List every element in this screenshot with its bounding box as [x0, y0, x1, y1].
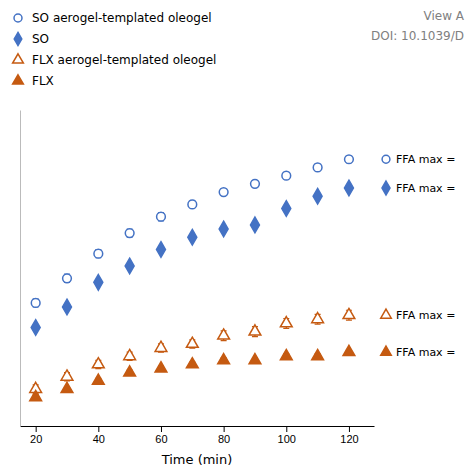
series	[31, 155, 353, 307]
x-tick-mark	[161, 426, 162, 432]
point	[155, 341, 167, 351]
x-axis-title: Time (min)	[161, 452, 233, 467]
annotation-marker	[382, 155, 390, 163]
point	[31, 320, 40, 336]
annotation: FFA max =	[396, 153, 455, 166]
point	[94, 275, 103, 291]
point	[124, 349, 136, 359]
legend-label: SO aerogel-templated oleogel	[32, 11, 212, 25]
point	[188, 200, 197, 209]
x-tick-label: 100	[278, 433, 296, 445]
legend-marker	[14, 32, 22, 45]
x-axis-line	[21, 426, 375, 427]
point	[343, 308, 355, 318]
point	[31, 299, 40, 308]
point	[188, 229, 197, 245]
annotation: FFA max =	[396, 182, 455, 195]
point	[124, 366, 136, 376]
x-tick-mark	[349, 426, 350, 432]
point	[156, 242, 165, 258]
annotation: View A	[424, 9, 465, 23]
point	[61, 382, 73, 392]
series-annotations: FFA max = FFA max = FFA max = FFA max =	[381, 153, 456, 359]
point	[219, 221, 228, 237]
point	[94, 249, 103, 258]
point	[186, 358, 198, 368]
point	[157, 212, 166, 221]
point	[61, 370, 73, 380]
point	[282, 171, 291, 180]
x-tick-label: 120	[340, 433, 358, 445]
y-axis-line	[20, 111, 21, 427]
point	[186, 337, 198, 347]
legend-marker	[14, 14, 22, 22]
point	[249, 325, 261, 335]
annotation: FFA max =	[396, 309, 455, 322]
point	[280, 317, 292, 327]
x-tick-mark	[224, 426, 225, 432]
annotation-marker	[381, 309, 392, 318]
x-tick-label: 20	[30, 433, 42, 445]
annotation-marker	[382, 181, 390, 195]
marks	[30, 155, 355, 401]
legend: SO aerogel-templated oleogel SO FLX aeroge…	[13, 11, 217, 88]
x-tick: 80	[218, 426, 230, 445]
series	[30, 308, 355, 393]
point	[280, 349, 292, 359]
point	[250, 217, 259, 233]
point	[30, 390, 42, 400]
point	[218, 354, 230, 364]
point	[92, 374, 104, 384]
annotation: DOI: 10.1039/D	[371, 29, 464, 43]
legend-label: FLX	[32, 74, 54, 88]
point	[313, 163, 322, 172]
annotations: View A DOI: 10.1039/D	[371, 9, 465, 43]
point	[62, 299, 71, 315]
series	[31, 180, 353, 335]
point	[345, 155, 354, 164]
series	[30, 345, 355, 400]
y-axis	[20, 111, 21, 427]
x-tick: 120	[340, 426, 358, 445]
point	[125, 258, 134, 274]
x-tick-mark	[98, 426, 99, 432]
legend-marker	[13, 75, 24, 84]
x-tick-mark	[286, 426, 287, 432]
x-tick: 40	[93, 426, 105, 445]
legend-marker	[13, 54, 24, 63]
point	[125, 229, 134, 238]
point	[251, 180, 260, 189]
point	[312, 313, 324, 323]
x-tick-label: 60	[155, 433, 167, 445]
annotation-marker	[381, 346, 392, 355]
point	[343, 345, 355, 355]
legend-label: SO	[32, 32, 49, 46]
point	[92, 358, 104, 368]
point	[282, 201, 291, 217]
plot: 20 40 60 80 100 120	[21, 111, 375, 445]
point	[155, 362, 167, 372]
x-tick: 20	[30, 426, 42, 445]
annotation: FFA max =	[396, 346, 455, 359]
point	[313, 188, 322, 204]
point	[63, 274, 72, 283]
legend-label: FLX aerogel-templated oleogel	[32, 53, 216, 67]
chart: 20406080100120Time (min)FFA max =FFA max…	[0, 0, 474, 474]
point	[218, 329, 230, 339]
x-tick-label: 80	[218, 433, 230, 445]
point	[312, 349, 324, 359]
x-tick-label: 40	[93, 433, 105, 445]
x-tick: 60	[155, 426, 167, 445]
x-tick-mark	[36, 426, 37, 432]
x-tick: 100	[278, 426, 296, 445]
point	[219, 188, 228, 197]
x-axis: 20 40 60 80 100 120	[21, 426, 375, 445]
point	[249, 354, 261, 364]
point	[344, 180, 353, 196]
